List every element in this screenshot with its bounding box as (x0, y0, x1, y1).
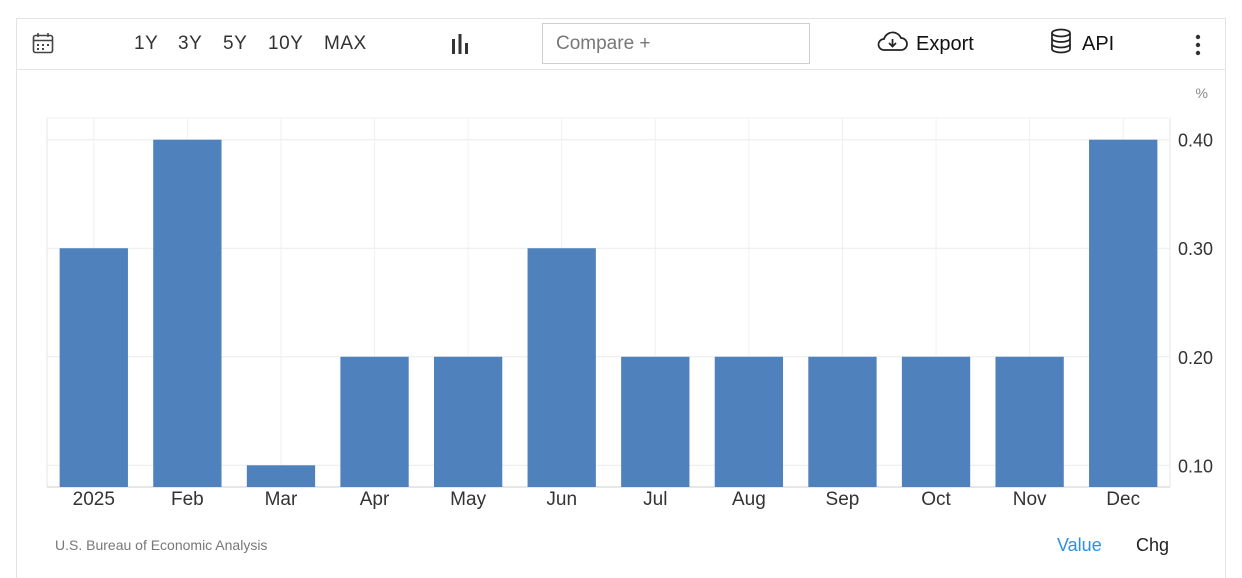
chg-tab[interactable]: Chg (1136, 535, 1170, 555)
bar-mar[interactable] (246, 465, 316, 487)
compare-input[interactable]: Compare + (542, 23, 810, 64)
export-label: Export (916, 32, 974, 55)
bars (59, 139, 1158, 488)
chart-container (16, 18, 1226, 578)
x-tick-label: Apr (360, 489, 390, 510)
bar-sep[interactable] (808, 356, 877, 487)
database-icon (1050, 28, 1072, 60)
range-max-button[interactable]: MAX (324, 33, 367, 54)
api-button[interactable]: API (1050, 28, 1115, 60)
unit-label: % (1196, 85, 1208, 101)
x-tick-label: Aug (732, 489, 766, 510)
chart-toolbar: 1Y 3Y 5Y 10Y MAX Compare + Export (16, 18, 1226, 70)
y-tick-label: 0.10 (1178, 456, 1213, 476)
x-axis-labels: 2025 Feb Mar Apr May Jun Jul Aug Sep Oct Nov Dec (73, 489, 1140, 510)
x-tick-label: Jun (546, 489, 577, 510)
cloud-download-icon (876, 30, 908, 58)
x-tick-label: Feb (171, 489, 204, 510)
vertical-dots-icon[interactable] (1194, 34, 1202, 56)
x-tick-label: May (450, 489, 486, 510)
y-tick-label: 0.40 (1178, 131, 1213, 151)
range-1y-button[interactable]: 1Y (134, 33, 159, 54)
bar-dec[interactable] (1089, 139, 1158, 488)
x-tick-label: Oct (921, 489, 951, 510)
y-axis-labels: 0.10 0.20 0.30 0.40 (1178, 131, 1213, 477)
bar-may[interactable] (433, 356, 503, 487)
bar-jun[interactable] (527, 248, 596, 487)
source-label: U.S. Bureau of Economic Analysis (55, 537, 268, 553)
x-tick-label: Dec (1106, 489, 1140, 510)
bar-jul[interactable] (621, 356, 690, 487)
x-tick-label: Jul (643, 489, 667, 510)
value-tab[interactable]: Value (1057, 535, 1102, 555)
api-label: API (1082, 32, 1115, 55)
range-5y-button[interactable]: 5Y (223, 33, 248, 54)
bar-chart-icon[interactable] (450, 33, 470, 55)
bar-oct[interactable] (901, 356, 971, 487)
bar-feb[interactable] (153, 139, 222, 488)
y-tick-label: 0.20 (1178, 348, 1213, 368)
bar-2025[interactable] (59, 248, 128, 487)
x-tick-label: Sep (826, 489, 860, 510)
bar-nov[interactable] (995, 356, 1064, 487)
x-tick-label: Nov (1013, 489, 1047, 510)
y-tick-label: 0.30 (1178, 239, 1213, 259)
range-3y-button[interactable]: 3Y (178, 33, 203, 54)
x-tick-label: 2025 (73, 489, 115, 510)
range-10y-button[interactable]: 10Y (268, 33, 304, 54)
bar-apr[interactable] (340, 356, 409, 487)
x-tick-label: Mar (265, 489, 298, 510)
export-button[interactable]: Export (876, 30, 974, 58)
calendar-icon[interactable] (32, 32, 54, 54)
bar-aug[interactable] (714, 356, 784, 487)
